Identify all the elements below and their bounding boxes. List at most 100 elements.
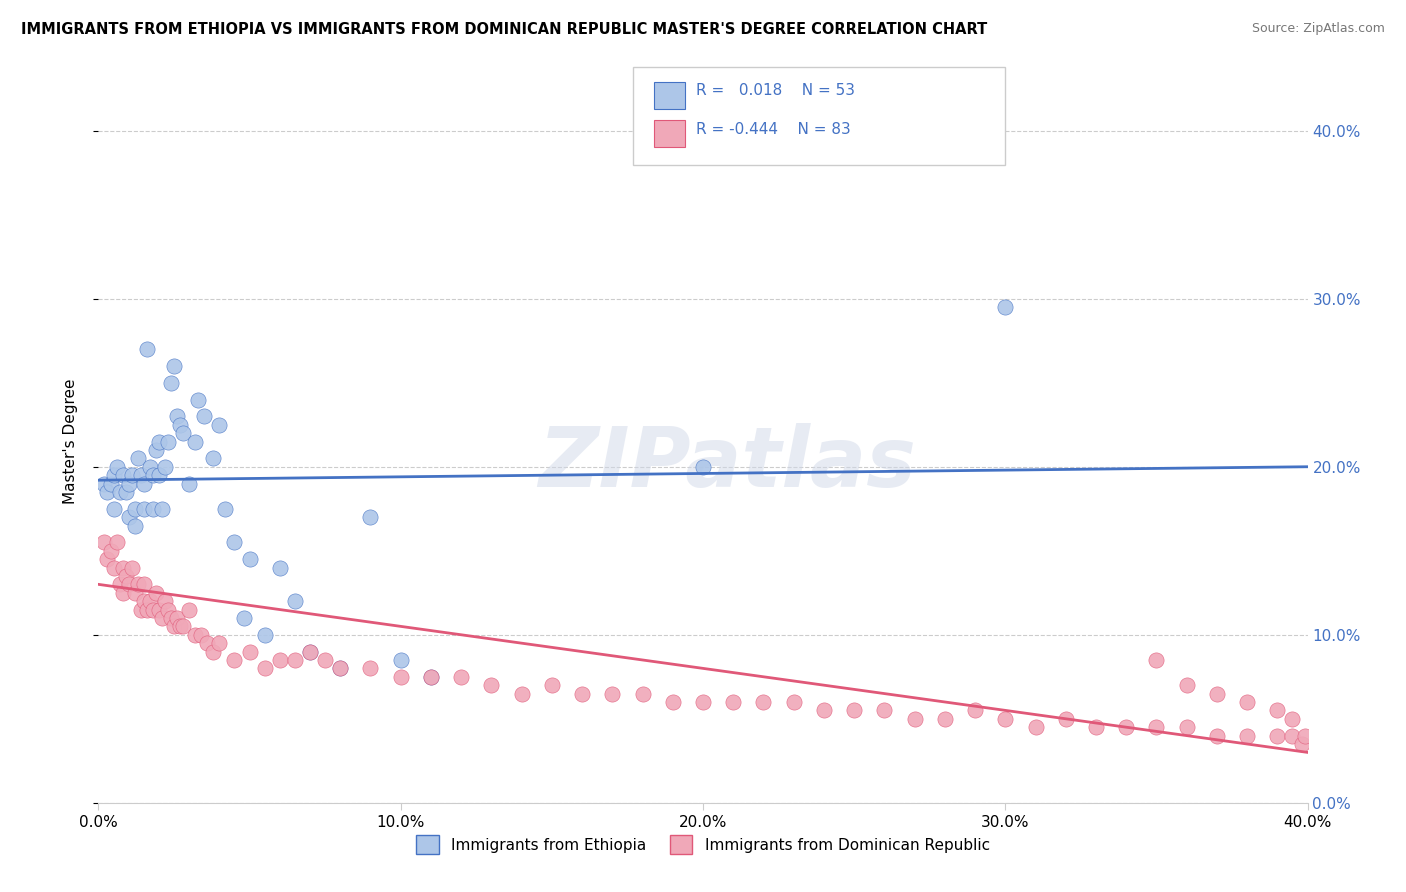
Point [232,611,254,625]
Point [166,611,188,625]
Point [510,687,533,701]
Point [145,586,167,600]
Point [160,376,183,390]
Point [994,712,1017,726]
Point [239,644,262,658]
Point [1281,712,1303,726]
Point [420,670,443,684]
Point [873,703,896,717]
Point [127,451,149,466]
Point [150,501,173,516]
Point [142,468,165,483]
Point [145,442,167,457]
Point [389,653,412,667]
Point [103,468,125,483]
Point [111,560,134,574]
Point [150,611,173,625]
Point [1175,678,1198,692]
Point [153,459,176,474]
Point [169,417,191,432]
Point [124,518,146,533]
Point [692,459,714,474]
Point [142,501,165,516]
Y-axis label: Master's Degree: Master's Degree [63,379,77,504]
Point [103,501,125,516]
Point [139,459,162,474]
Point [631,687,654,701]
Point [994,300,1017,314]
Point [1294,729,1316,743]
Text: ZIPatlas: ZIPatlas [538,423,917,504]
Point [172,619,194,633]
Point [934,712,956,726]
Point [420,670,443,684]
Point [481,678,503,692]
Point [153,594,176,608]
Point [105,535,128,549]
Point [132,476,155,491]
Point [1024,720,1046,734]
Point [692,695,714,709]
Point [360,510,382,524]
Point [224,653,246,667]
Point [135,602,157,616]
Point [214,501,236,516]
Point [1236,729,1258,743]
Point [156,602,179,616]
Point [269,653,291,667]
Point [602,687,624,701]
Point [184,628,207,642]
Point [193,409,215,424]
Point [139,594,162,608]
Point [450,670,472,684]
Point [160,611,183,625]
Point [163,619,186,633]
Point [93,476,115,491]
Point [1206,687,1229,701]
Point [100,476,122,491]
Point [1291,737,1313,751]
Text: R =   0.018    N = 53: R = 0.018 N = 53 [696,84,855,98]
Point [114,569,136,583]
Point [360,661,382,675]
Point [190,628,212,642]
Point [142,602,165,616]
Point [239,552,262,566]
Point [1267,729,1289,743]
Point [299,644,322,658]
Point [389,670,412,684]
Point [314,653,336,667]
Point [904,712,927,726]
Point [124,586,146,600]
Point [783,695,806,709]
Point [540,678,562,692]
Point [1267,703,1289,717]
Point [108,577,131,591]
Point [179,602,201,616]
Point [135,342,157,356]
Point [224,535,246,549]
Point [571,687,593,701]
Point [96,552,118,566]
Point [1144,653,1167,667]
Point [132,501,155,516]
Point [108,485,131,500]
Point [1175,720,1198,734]
Point [1054,712,1077,726]
Point [752,695,775,709]
Point [661,695,683,709]
Point [166,409,188,424]
Point [1144,720,1167,734]
Point [1085,720,1108,734]
Point [114,485,136,500]
Point [103,560,125,574]
Text: R = -0.444    N = 83: R = -0.444 N = 83 [696,122,851,136]
Point [93,535,115,549]
Point [129,602,152,616]
Point [299,644,322,658]
Point [118,577,141,591]
Point [813,703,835,717]
Point [284,653,307,667]
Point [105,459,128,474]
Point [195,636,218,650]
